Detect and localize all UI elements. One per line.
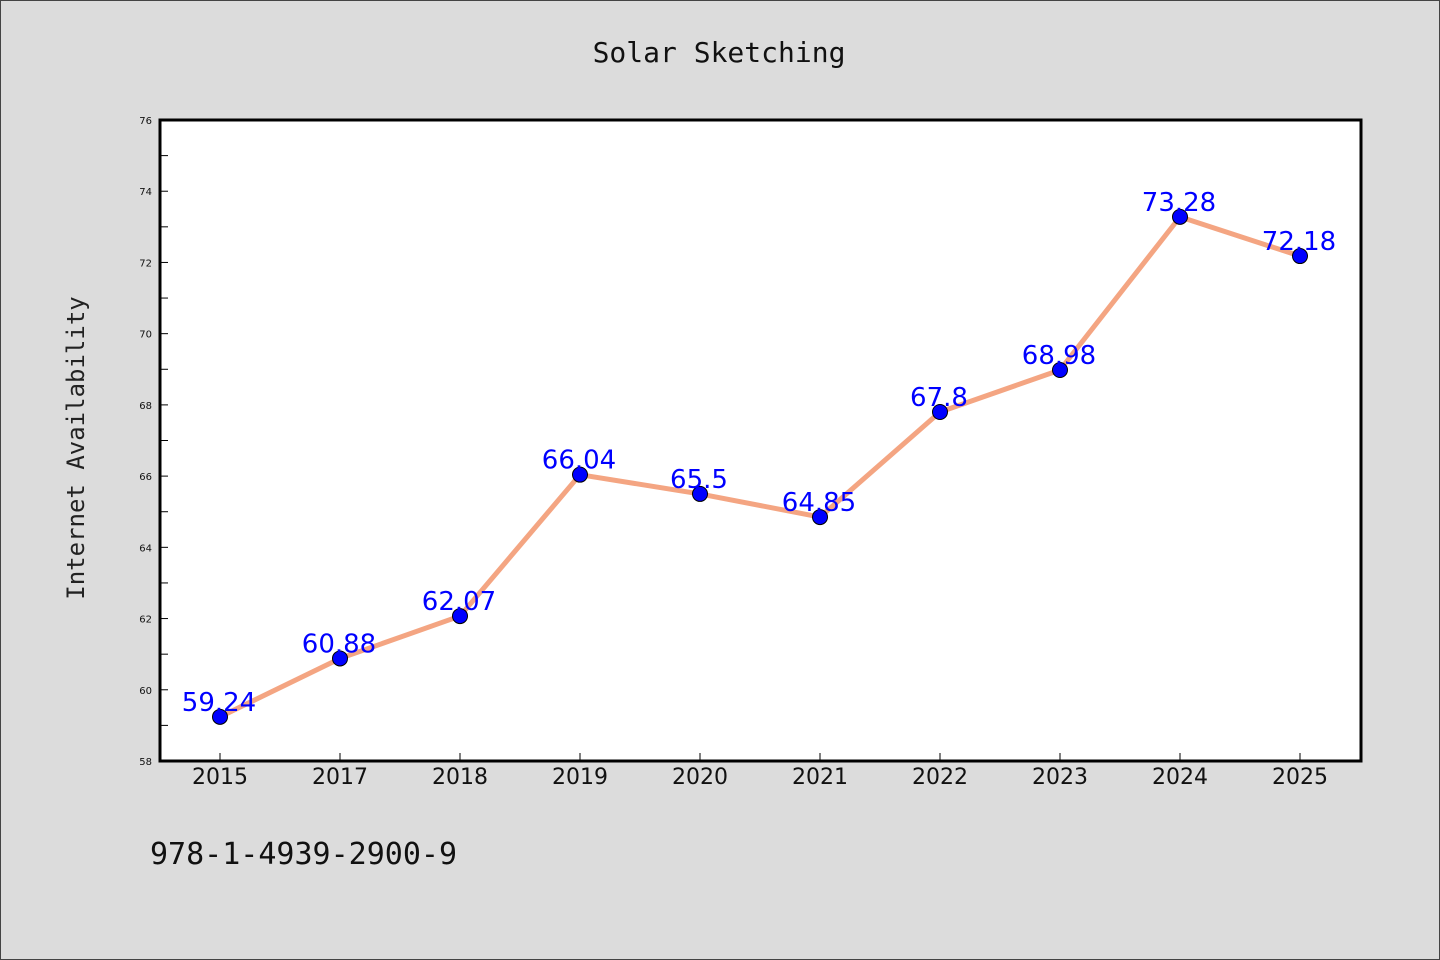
x-tick-label: 2022 — [912, 765, 968, 790]
data-point — [1052, 361, 1068, 378]
data-point — [212, 708, 228, 725]
data-label: 66.04 — [542, 446, 616, 476]
data-label: 64.85 — [782, 488, 856, 518]
y-axis-label: Internet Availability — [62, 296, 90, 599]
data-point — [692, 485, 708, 502]
y-tick-label: 66 — [139, 472, 152, 483]
data-label: 59.24 — [182, 688, 256, 718]
data-label: 62.07 — [422, 587, 496, 617]
x-tick-label: 2024 — [1152, 765, 1208, 790]
y-tick-label: 64 — [139, 543, 152, 554]
x-tick-label: 2017 — [312, 765, 368, 790]
series-line — [217, 214, 1303, 720]
data-label: 68.98 — [1022, 341, 1096, 371]
data-point — [812, 509, 828, 526]
series-layer: 59.24 60.88 62.07 66.04 65.5 64.85 67.8 68.98 73… — [182, 188, 1336, 725]
data-point — [572, 466, 588, 483]
data-point — [932, 404, 948, 421]
plot-area — [160, 120, 1361, 761]
x-tick-label: 2019 — [552, 765, 608, 790]
x-tick-label: 2020 — [672, 765, 728, 790]
y-tick-label: 72 — [139, 258, 152, 269]
data-point — [452, 608, 468, 625]
data-point — [332, 650, 348, 667]
data-label: 73.28 — [1142, 188, 1216, 218]
isbn-text: 978-1-4939-2900-9 — [150, 837, 457, 872]
data-label: 67.8 — [910, 383, 968, 413]
plot-border — [158, 118, 1363, 763]
y-tick-label: 74 — [139, 187, 152, 198]
x-axis: 2015 2017 2018 2019 2020 2021 2022 2023 2024 2025 — [192, 753, 1328, 790]
data-label: 60.88 — [302, 629, 376, 659]
x-tick-label: 2023 — [1032, 765, 1088, 790]
data-point — [1292, 248, 1308, 265]
data-point — [1172, 208, 1188, 225]
y-tick-label: 68 — [139, 401, 152, 412]
x-tick-label: 2021 — [792, 765, 848, 790]
x-tick-label: 2025 — [1272, 765, 1328, 790]
y-tick-label: 60 — [139, 686, 152, 697]
data-label: 72.18 — [1262, 227, 1336, 257]
y-tick-label: 76 — [139, 116, 152, 127]
x-tick-label: 2015 — [192, 765, 248, 790]
data-label: 65.5 — [670, 465, 728, 495]
chart-title: Solar Sketching — [593, 36, 846, 69]
y-tick-label: 62 — [139, 615, 152, 626]
y-tick-label: 58 — [139, 757, 152, 768]
y-tick-label: 70 — [139, 330, 152, 341]
x-tick-label: 2018 — [432, 765, 488, 790]
